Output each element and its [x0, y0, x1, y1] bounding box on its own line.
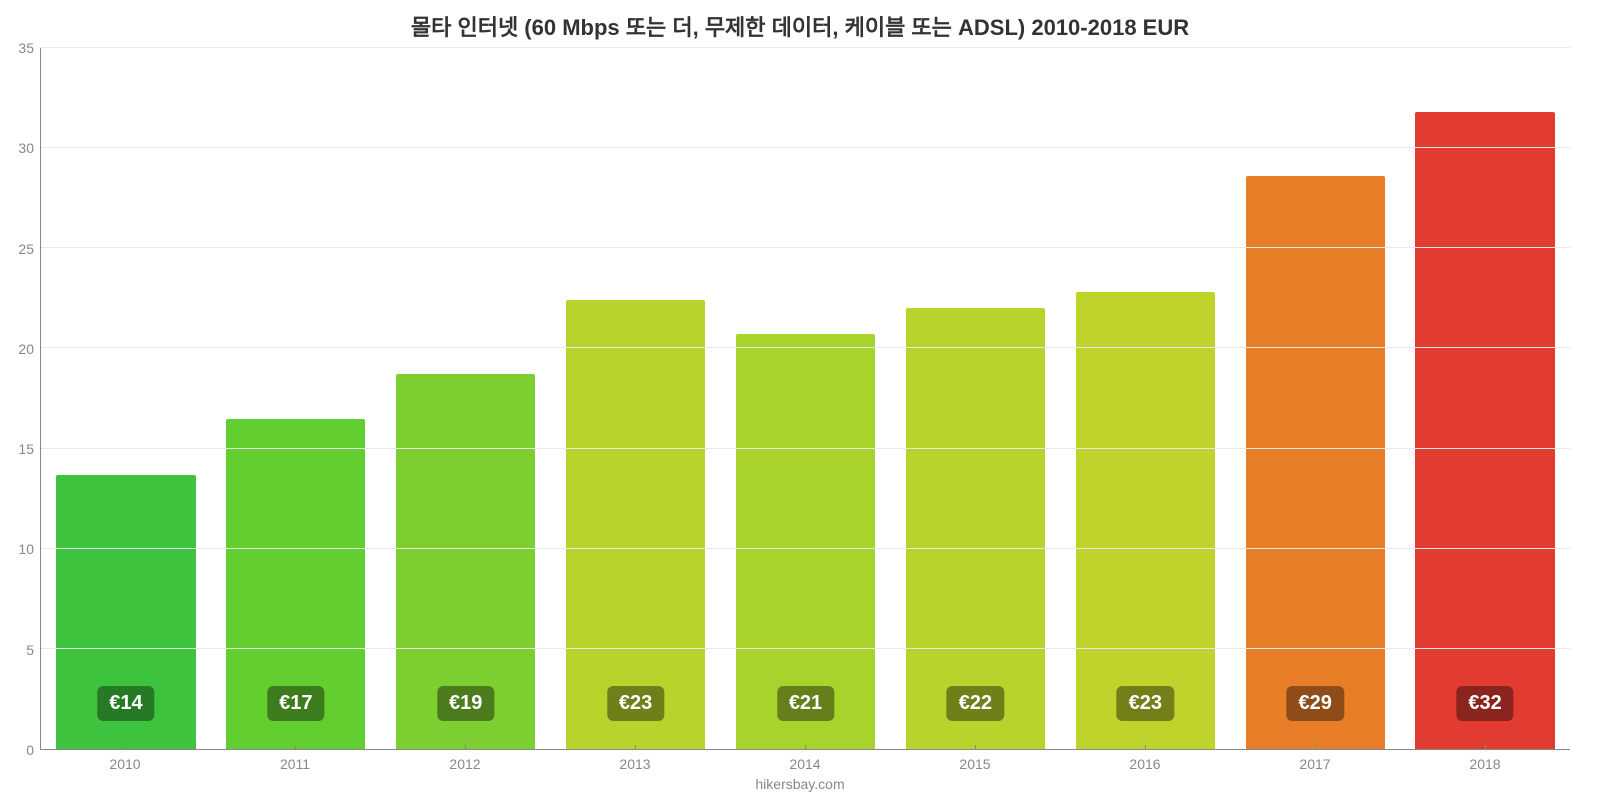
plot-row: 05101520253035 €14€17€19€23€21€22€23€29€…	[0, 48, 1600, 750]
x-tick-label: 2010	[40, 750, 210, 772]
y-tick-label: 20	[18, 341, 34, 357]
bar-slot: €14	[41, 48, 211, 749]
grid-line	[41, 247, 1570, 248]
bar-value-label: €21	[777, 686, 834, 721]
bar: €23	[1076, 292, 1215, 749]
y-tick-label: 0	[26, 742, 34, 758]
x-tick-label: 2011	[210, 750, 380, 772]
grid-line	[41, 648, 1570, 649]
y-tick-label: 35	[18, 40, 34, 56]
chart-title: 몰타 인터넷 (60 Mbps 또는 더, 무제한 데이터, 케이블 또는 AD…	[0, 0, 1600, 48]
bar-slot: €19	[381, 48, 551, 749]
bar: €14	[56, 475, 195, 749]
plot-area: €14 €17 €19 €23 €21 €22 €23 €29 €32	[40, 48, 1570, 750]
x-tick-label: 2013	[550, 750, 720, 772]
y-tick-label: 5	[26, 642, 34, 658]
bar: €17	[226, 419, 365, 749]
bar: €21	[736, 334, 875, 749]
y-tick-label: 10	[18, 541, 34, 557]
bar: €19	[396, 374, 535, 749]
x-tick-label: 2016	[1060, 750, 1230, 772]
grid-line	[41, 147, 1570, 148]
bar-value-label: €14	[97, 686, 154, 721]
x-tick-label: 2017	[1230, 750, 1400, 772]
x-tick-label: 2014	[720, 750, 890, 772]
bar-slot: €17	[211, 48, 381, 749]
bar-slot: €29	[1230, 48, 1400, 749]
credit-text: hikersbay.com	[0, 772, 1600, 800]
bar-slot: €22	[890, 48, 1060, 749]
y-tick-label: 30	[18, 140, 34, 156]
chart-container: 몰타 인터넷 (60 Mbps 또는 더, 무제한 데이터, 케이블 또는 AD…	[0, 0, 1600, 800]
bar-slot: €32	[1400, 48, 1570, 749]
bar-value-label: €29	[1286, 686, 1343, 721]
grid-line	[41, 448, 1570, 449]
bar-slot: €23	[1060, 48, 1230, 749]
bar-slot: €21	[721, 48, 891, 749]
bar-value-label: €22	[947, 686, 1004, 721]
bar-value-label: €23	[1117, 686, 1174, 721]
x-tick-label: 2018	[1400, 750, 1570, 772]
grid-line	[41, 347, 1570, 348]
bar-slot: €23	[551, 48, 721, 749]
grid-line	[41, 548, 1570, 549]
bar: €32	[1415, 112, 1554, 749]
y-tick-label: 25	[18, 241, 34, 257]
x-axis: 201020112012201320142015201620172018	[40, 750, 1570, 772]
bar-value-label: €32	[1456, 686, 1513, 721]
bar-value-label: €19	[437, 686, 494, 721]
bar-value-label: €23	[607, 686, 664, 721]
bar: €23	[566, 300, 705, 749]
bar: €22	[906, 308, 1045, 749]
bars-container: €14 €17 €19 €23 €21 €22 €23 €29 €32	[41, 48, 1570, 749]
grid-line	[41, 47, 1570, 48]
y-tick-label: 15	[18, 441, 34, 457]
x-tick-label: 2012	[380, 750, 550, 772]
x-tick-label: 2015	[890, 750, 1060, 772]
y-axis: 05101520253035	[0, 48, 40, 750]
bar-value-label: €17	[267, 686, 324, 721]
bar: €29	[1246, 176, 1385, 749]
